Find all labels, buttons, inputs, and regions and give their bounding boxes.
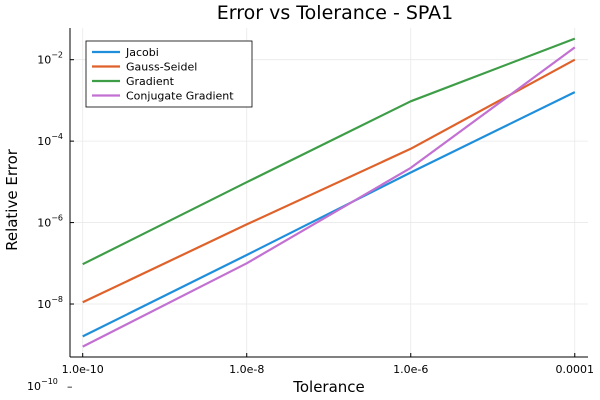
- y-tick-label: 10−4: [37, 132, 63, 148]
- y-tick-base: 10: [37, 135, 51, 148]
- y-tick-exponent: −6: [51, 214, 63, 223]
- stray-y-tick-label: 10 −10 –: [27, 377, 73, 393]
- series-line-gauss-seidel: [82, 58, 576, 304]
- y-tick-label: 10−8: [37, 295, 63, 311]
- y-axis-label: Relative Error: [3, 148, 21, 251]
- y-tick-base: 10: [37, 298, 51, 311]
- x-axis-label: Tolerance: [292, 378, 365, 396]
- legend-label: Conjugate Gradient: [126, 90, 234, 103]
- stray-tick-exponent: −10: [41, 377, 58, 386]
- y-tick-label: 10−2: [37, 51, 63, 67]
- legend-label: Gauss-Seidel: [126, 61, 197, 74]
- chart-title: Error vs Tolerance - SPA1: [217, 2, 453, 24]
- x-tick-label: 1.0e-6: [393, 363, 428, 376]
- series-line-jacobi: [82, 91, 576, 338]
- series-line-conjugate-gradient: [82, 46, 576, 348]
- axes: 1.0e-10 1.0e-8 1.0e-6 0.000110−810−610−410−…: [37, 28, 594, 376]
- y-tick-exponent: −8: [51, 295, 63, 304]
- stray-tick-dash: –: [67, 380, 73, 393]
- y-tick-base: 10: [37, 54, 51, 67]
- y-tick-exponent: −2: [51, 51, 63, 60]
- y-tick-label: 10−6: [37, 214, 63, 230]
- y-tick-base: 10: [37, 217, 51, 230]
- stray-tick-base: 10: [27, 380, 41, 393]
- x-tick-label: 1.0e-10: [62, 363, 104, 376]
- legend-label: Gradient: [126, 75, 175, 88]
- series-line-gradient: [82, 37, 576, 266]
- x-tick-label: 1.0e-8: [229, 363, 264, 376]
- y-tick-exponent: −4: [51, 132, 63, 141]
- series-lines: [82, 37, 576, 348]
- x-tick-label: 0.0001: [556, 363, 595, 376]
- legend-label: Jacobi: [125, 46, 159, 59]
